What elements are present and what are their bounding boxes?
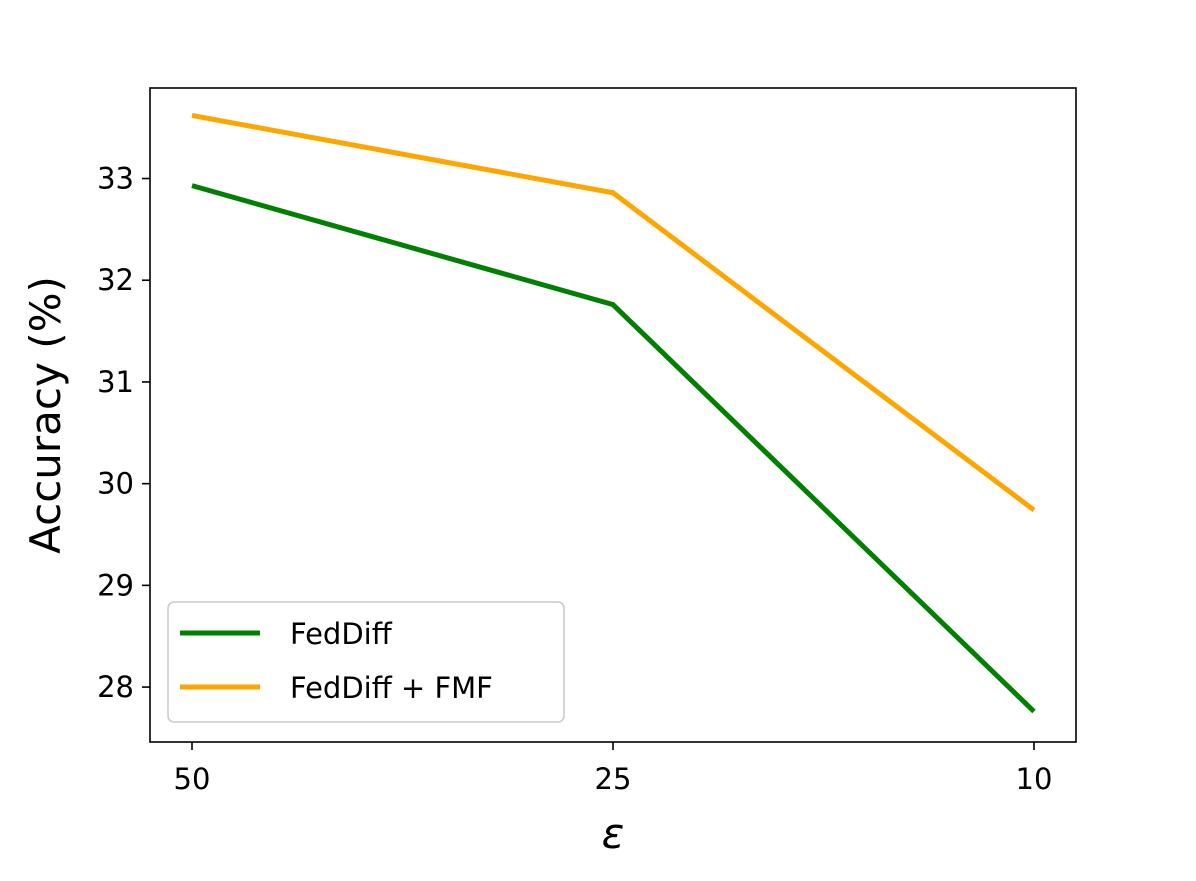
- y-axis-label: Accuracy (%): [21, 276, 70, 554]
- y-tick-label: 33: [97, 162, 134, 196]
- y-tick-label: 29: [97, 568, 134, 602]
- x-tick-label: 25: [595, 762, 632, 796]
- legend-label-feddiff: FedDiff: [290, 617, 393, 651]
- x-axis-label: ε: [602, 809, 625, 858]
- x-tick-label: 10: [1016, 762, 1053, 796]
- legend-label-feddiff-fmf: FedDiff + FMF: [290, 671, 493, 705]
- legend: FedDiff FedDiff + FMF: [168, 602, 564, 722]
- y-tick-label: 28: [97, 670, 134, 704]
- y-tick-label: 30: [97, 467, 134, 501]
- y-tick-label: 31: [97, 365, 134, 399]
- x-tick-label: 50: [174, 762, 211, 796]
- y-tick-label: 32: [97, 263, 134, 297]
